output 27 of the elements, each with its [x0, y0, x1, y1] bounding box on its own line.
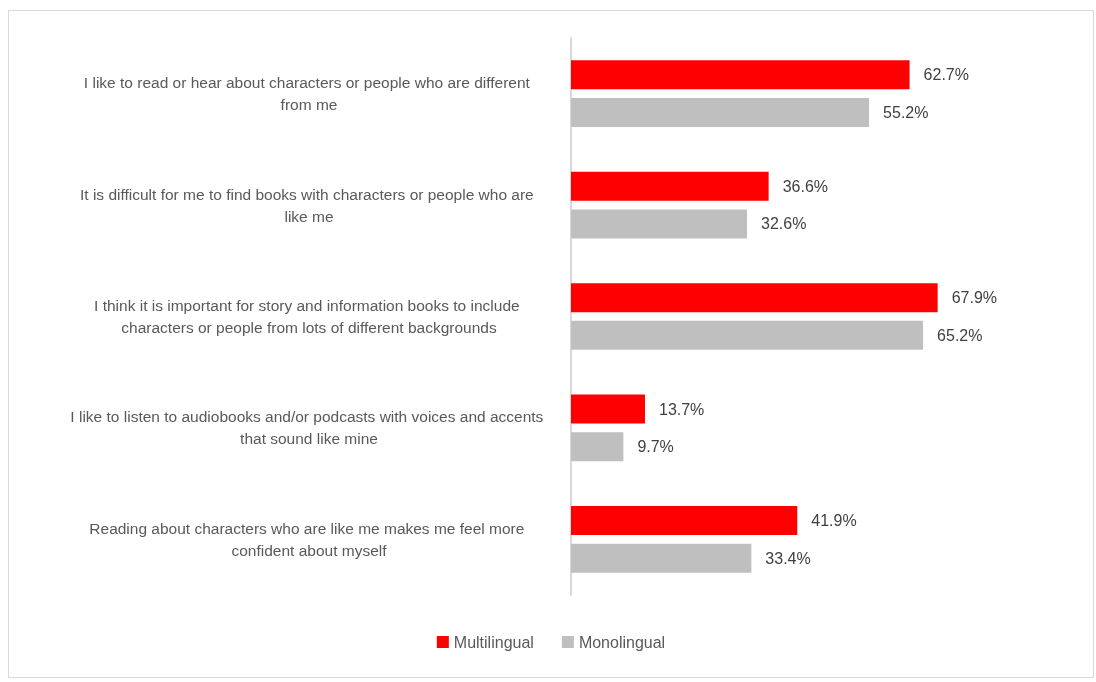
legend-label: Monolingual — [578, 633, 666, 651]
bar — [571, 432, 624, 462]
bar — [571, 171, 769, 201]
bar — [571, 505, 798, 535]
bar — [571, 394, 645, 424]
data-label: 9.7% — [637, 438, 674, 456]
bar — [571, 543, 752, 573]
data-label: 62.7% — [923, 66, 969, 84]
legend-label: Multilingual — [453, 633, 534, 651]
data-label: 32.6% — [761, 215, 807, 233]
data-label: 13.7% — [658, 400, 705, 418]
data-label: 65.2% — [937, 326, 983, 344]
data-label: 41.9% — [811, 511, 857, 529]
data-label: 36.6% — [782, 177, 829, 195]
bar — [571, 320, 924, 350]
y-tick-label: I like to listen to audiobooks and/or podcasts with voices and accents that sound like mine — [70, 408, 548, 448]
y-tick-label: It is difficult for me to find books with characters or people who are like me — [79, 185, 539, 225]
y-tick-label: I think it is important for story and information books to include characters or people from lots of different backgrounds — [94, 297, 524, 336]
bar — [571, 209, 748, 239]
bar — [571, 60, 910, 90]
data-label: 55.2% — [883, 104, 929, 122]
bar — [571, 98, 870, 128]
y-tick-label: I like to read or hear about characters or people who are different from me — [83, 74, 535, 114]
data-label: 33.4% — [765, 549, 811, 567]
data-label: 67.9% — [951, 289, 998, 307]
bar — [571, 283, 938, 313]
y-tick-label: Reading about characters who are like me makes me feel more confident about myself — [89, 519, 529, 559]
